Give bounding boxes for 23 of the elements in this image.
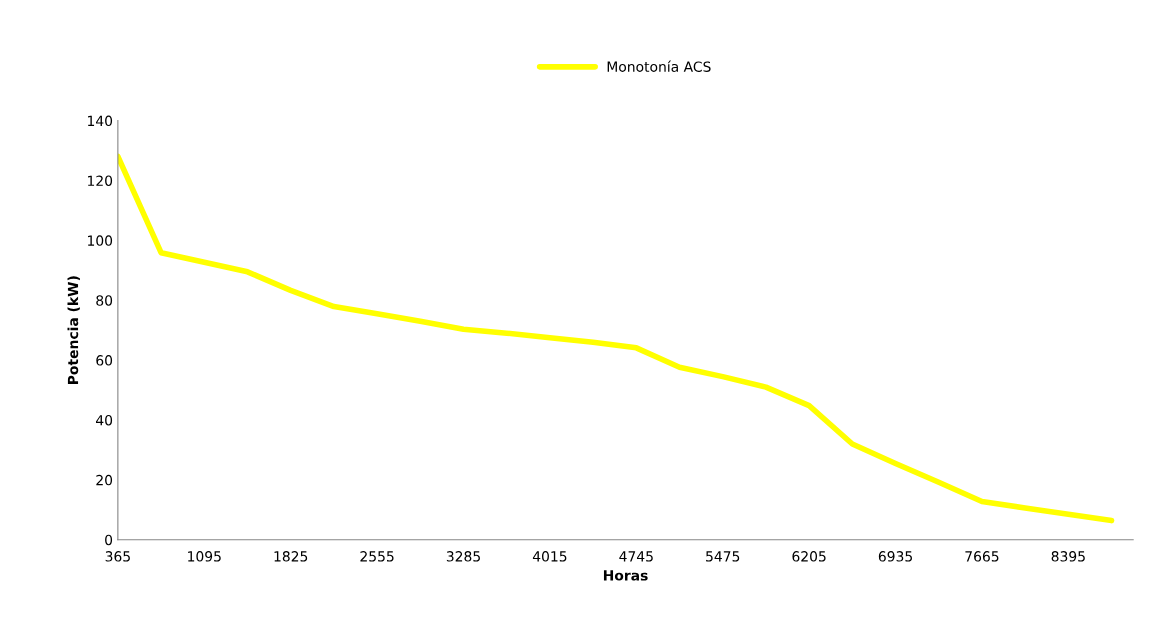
x-tick-label: 2555 [360, 551, 394, 562]
x-tick-label: 6205 [792, 551, 826, 562]
y-tick-label: 20 [96, 474, 113, 486]
x-tick-label: 1095 [188, 551, 221, 562]
x-tick-label: 1825 [274, 551, 308, 562]
x-tick-label: 5475 [706, 551, 740, 562]
x-axis-title: Horas [603, 570, 648, 581]
y-tick-label: 0 [105, 534, 113, 546]
x-tick-label: 4015 [532, 551, 567, 562]
legend-label: Monotonía ACS [607, 60, 711, 72]
y-tick-label: 40 [96, 414, 113, 426]
x-tick-label: 6935 [878, 551, 912, 562]
x-tick-label: 3285 [446, 551, 480, 562]
y-tick-label: 140 [88, 115, 113, 127]
x-tick-label: 4745 [619, 551, 653, 562]
y-tick-label: 120 [88, 175, 113, 186]
x-tick-label: 8395 [1051, 551, 1085, 562]
x-tick-label: 7665 [965, 551, 999, 562]
x-tick-label: 365 [105, 551, 130, 562]
y-tick-label: 60 [96, 355, 113, 366]
y-tick-label: 80 [96, 295, 113, 306]
y-tick-label: 100 [88, 235, 113, 246]
y-axis-title: Potencia (kW) [67, 276, 80, 384]
